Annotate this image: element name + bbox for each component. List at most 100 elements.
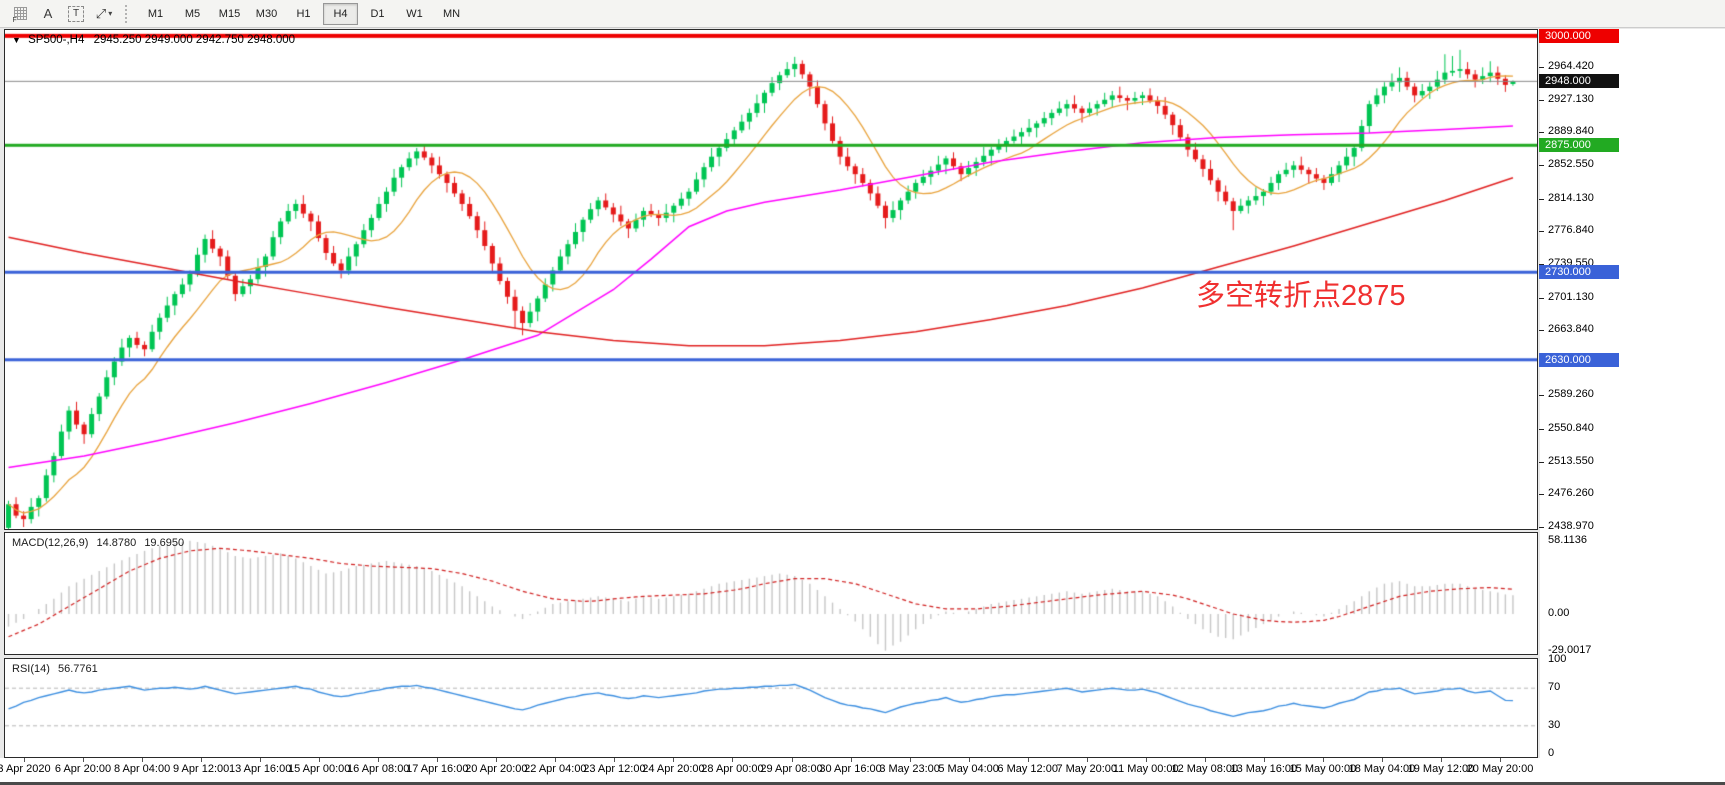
price-tick xyxy=(1539,527,1544,529)
toolbar-grip[interactable] xyxy=(125,4,130,23)
price-tick xyxy=(1539,164,1544,166)
timeframe-group: M1 M5 M15 M30 H1 H4 D1 W1 MN xyxy=(137,2,470,25)
timeframe-d1[interactable]: D1 xyxy=(370,7,385,20)
main-chart-panel xyxy=(4,29,1538,530)
price-tick-label: 2814.130 xyxy=(1548,191,1594,204)
time-axis-label: 8 Apr 04:00 xyxy=(113,763,171,775)
price-tick xyxy=(1539,297,1544,299)
symbol-dropdown-icon[interactable]: ▼ xyxy=(12,35,21,45)
chart-text-annotation[interactable]: 多空转折点2875 xyxy=(1196,280,1406,312)
timeframe-m30[interactable]: M30 xyxy=(255,7,278,20)
time-tick xyxy=(614,758,616,762)
symbol-timeframe-label: SP500-,H4 xyxy=(28,34,85,46)
rsi-canvas[interactable] xyxy=(5,659,1537,757)
time-tick xyxy=(1086,758,1088,762)
price-badge: 2875.000 xyxy=(1539,138,1619,153)
time-axis-label: 30 Apr 16:00 xyxy=(819,763,882,775)
time-tick xyxy=(1440,758,1442,762)
rsi-panel xyxy=(4,658,1538,758)
time-axis-label: 29 Apr 08:00 xyxy=(760,763,823,775)
price-tick-label: 2927.130 xyxy=(1548,92,1594,105)
main-chart-canvas[interactable] xyxy=(5,30,1537,529)
timeframe-m5[interactable]: M5 xyxy=(184,7,201,20)
time-axis-label: 11 May 00:00 xyxy=(1112,763,1179,775)
macd-indicator-label: MACD(12,26,9) 14.8780 19.6950 xyxy=(12,537,184,549)
price-badge: 3000.000 xyxy=(1539,28,1619,43)
time-tick xyxy=(1263,758,1265,762)
time-tick xyxy=(496,758,498,762)
time-axis-label: 20 Apr 20:00 xyxy=(465,763,528,775)
time-tick xyxy=(1322,758,1324,762)
timeframe-h4[interactable]: H4 xyxy=(323,2,358,25)
chart-title: ▼ SP500-,H4 2945.250 2949.000 2942.750 2… xyxy=(12,34,295,46)
time-axis-label: 3 Apr 2020 xyxy=(0,763,51,775)
price-tick xyxy=(1539,198,1544,200)
time-axis-label: 20 May 20:00 xyxy=(1466,763,1534,775)
time-tick xyxy=(24,758,25,762)
time-axis[interactable] xyxy=(0,758,1725,785)
rsi-name: RSI(14) xyxy=(12,663,50,675)
time-axis-label: 16 Apr 08:00 xyxy=(347,763,410,775)
time-axis-label: 6 Apr 20:00 xyxy=(54,763,112,775)
price-tick-label: 2776.840 xyxy=(1548,224,1594,237)
price-tick xyxy=(1539,67,1544,68)
price-tick-label: 2513.550 xyxy=(1548,454,1594,467)
price-badge: 2630.000 xyxy=(1539,352,1619,367)
timeframe-m15[interactable]: M15 xyxy=(218,7,241,20)
ohlc-values: 2945.250 2949.000 2942.750 2948.000 xyxy=(93,34,296,46)
timeframe-mn[interactable]: MN xyxy=(442,7,461,20)
timeframe-h1[interactable]: H1 xyxy=(296,7,311,20)
time-axis-label: 15 May 00:00 xyxy=(1289,763,1357,775)
time-tick xyxy=(791,758,793,762)
time-tick xyxy=(673,758,675,762)
timeframe-m1[interactable]: M1 xyxy=(147,7,164,20)
price-tick-label: 2550.840 xyxy=(1548,422,1594,435)
macd-name: MACD(12,26,9) xyxy=(12,537,89,549)
time-axis-label: 28 Apr 00:00 xyxy=(701,763,764,775)
price-tick-label: 2852.550 xyxy=(1548,157,1594,170)
macd-axis-label: -29.0017 xyxy=(1548,643,1592,656)
time-tick xyxy=(201,758,203,762)
time-axis-label: 18 May 04:00 xyxy=(1348,763,1416,775)
price-tick xyxy=(1539,99,1544,101)
time-axis-label: 24 Apr 20:00 xyxy=(642,763,705,775)
price-tick-label: 2589.260 xyxy=(1548,388,1594,401)
price-badge: 2948.000 xyxy=(1539,74,1619,89)
rsi-axis-label: 70 xyxy=(1548,681,1561,694)
time-tick xyxy=(555,758,557,762)
time-axis-label: 22 Apr 04:00 xyxy=(524,763,587,775)
price-tick-label: 2964.420 xyxy=(1548,60,1594,72)
time-axis-label: 12 May 08:00 xyxy=(1171,763,1239,775)
font-a-icon: A xyxy=(43,6,53,21)
rsi-value: 56.7761 xyxy=(57,663,98,675)
time-tick xyxy=(437,758,439,762)
price-tick xyxy=(1539,461,1544,463)
cursor-mode-button[interactable]: ⤢ ▾ xyxy=(91,3,117,25)
macd-signal-value: 19.6950 xyxy=(144,537,185,549)
time-tick xyxy=(909,758,911,762)
price-tick xyxy=(1539,494,1544,496)
macd-canvas[interactable] xyxy=(5,533,1537,654)
time-axis-label: 19 May 12:00 xyxy=(1407,763,1475,775)
grid-template-button[interactable]: F xyxy=(7,3,33,25)
price-tick xyxy=(1539,231,1544,233)
chevron-down-icon: ▾ xyxy=(108,9,113,18)
time-axis-label: 17 Apr 16:00 xyxy=(406,763,469,775)
price-tick-label: 2889.840 xyxy=(1548,125,1594,138)
price-tick xyxy=(1539,263,1544,265)
time-tick xyxy=(260,758,262,762)
price-tick xyxy=(1539,132,1544,134)
time-axis-label: 5 May 04:00 xyxy=(938,763,999,775)
price-tick xyxy=(1539,330,1544,332)
price-tick-label: 2438.970 xyxy=(1548,520,1594,533)
time-axis-label: 9 Apr 12:00 xyxy=(172,763,230,775)
text-label-button[interactable]: T xyxy=(63,3,89,25)
font-button[interactable]: A xyxy=(35,3,61,25)
time-tick xyxy=(1204,758,1206,762)
timeframe-w1[interactable]: W1 xyxy=(406,7,423,20)
macd-axis-label: 58.1136 xyxy=(1548,533,1587,546)
rsi-indicator-label: RSI(14) 56.7761 xyxy=(12,663,98,675)
time-tick xyxy=(319,758,321,762)
price-tick xyxy=(1539,395,1544,397)
time-axis-label: 7 May 20:00 xyxy=(1056,763,1117,775)
